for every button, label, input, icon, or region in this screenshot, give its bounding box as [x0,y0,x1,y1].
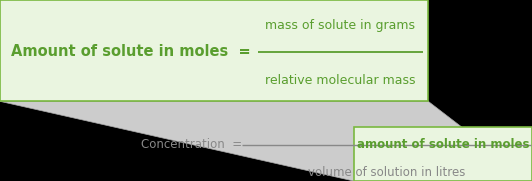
FancyBboxPatch shape [0,0,428,101]
Text: amount of solute in moles: amount of solute in moles [356,138,529,151]
FancyBboxPatch shape [354,127,532,181]
Text: Amount of solute in moles  =: Amount of solute in moles = [11,44,250,59]
Text: relative molecular mass: relative molecular mass [265,74,415,87]
Text: volume of solution in litres: volume of solution in litres [308,166,465,179]
Text: Concentration  =: Concentration = [141,138,242,151]
Polygon shape [0,101,532,181]
Text: mass of solute in grams: mass of solute in grams [265,19,415,32]
